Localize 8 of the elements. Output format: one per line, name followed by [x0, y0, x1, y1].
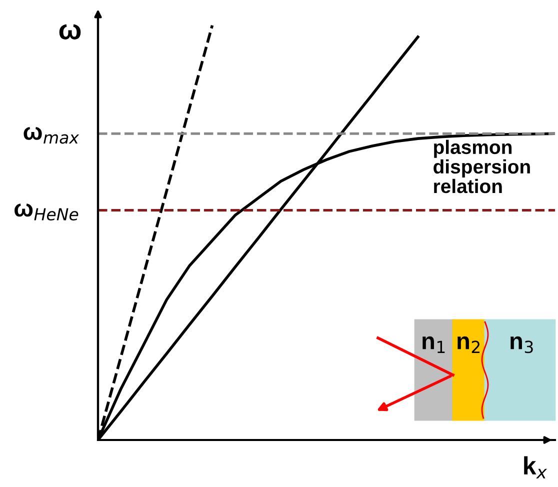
y-axis-title: ω: [59, 24, 81, 40]
ref-line-label: ω$_{HeNe}$: [14, 204, 78, 220]
annotation: n$_{1}$: [422, 336, 445, 353]
series-label: plasmon dispersion relation: [434, 140, 530, 194]
ref-line-label: ω$_{max}$: [24, 126, 80, 144]
x-axis-title: k$_{x}$: [524, 456, 548, 478]
annotation: n$_{2}$: [458, 336, 480, 353]
annotation: n$_{3}$: [510, 336, 533, 354]
